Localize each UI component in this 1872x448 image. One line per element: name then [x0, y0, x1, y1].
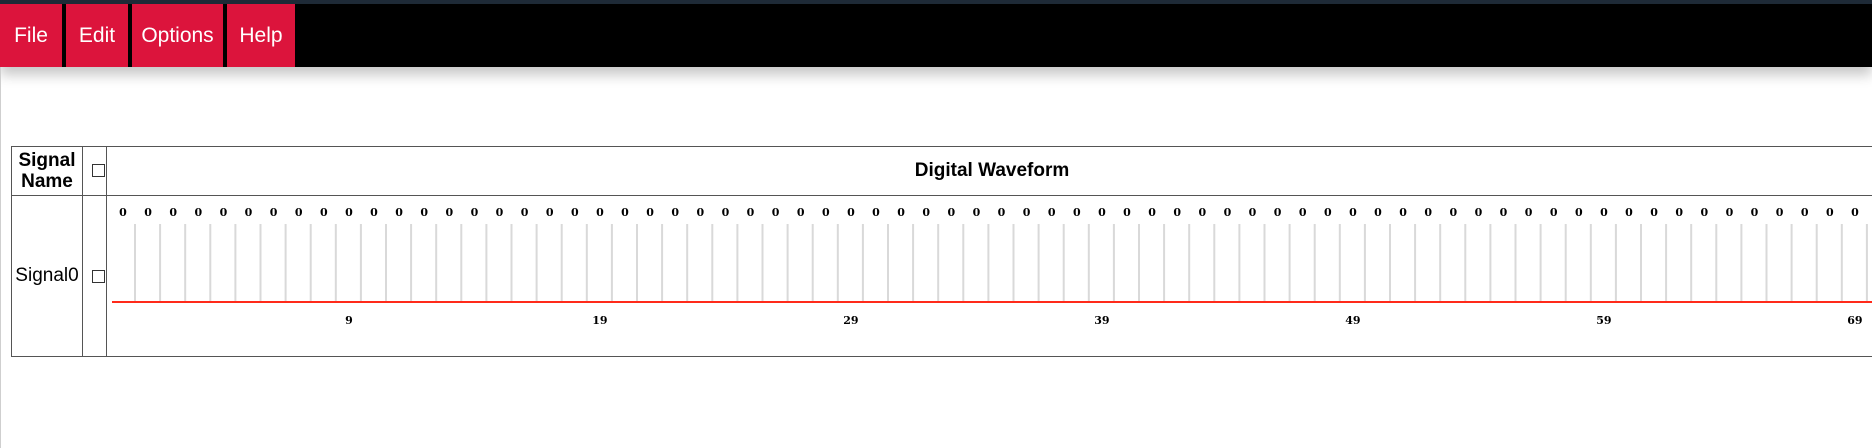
time-tick-label: 19 [592, 314, 607, 327]
bit-value-label: 0 [1550, 206, 1558, 219]
bit-value-label: 0 [370, 206, 378, 219]
page-left-border [0, 67, 1, 448]
menu-edit[interactable]: Edit [66, 4, 128, 67]
bit-value-label: 0 [496, 206, 504, 219]
bit-value-label: 0 [1098, 206, 1106, 219]
bit-value-label: 0 [1023, 206, 1031, 219]
top-window-strip [0, 0, 1872, 4]
header-divider [12, 195, 1872, 196]
time-tick-label: 59 [1596, 314, 1611, 327]
bit-value-label: 0 [1575, 206, 1583, 219]
bit-value-label: 0 [1700, 206, 1708, 219]
bit-value-label: 0 [596, 206, 604, 219]
bit-value-label: 0 [1826, 206, 1834, 219]
menu-bar: File Edit Options Help [0, 4, 1872, 67]
bit-value-label: 0 [922, 206, 930, 219]
bit-value-label: 0 [1449, 206, 1457, 219]
bit-value-label: 0 [1249, 206, 1257, 219]
bit-value-label: 0 [445, 206, 453, 219]
bit-value-label: 0 [696, 206, 704, 219]
header-signal-name: Signal Name [18, 150, 76, 192]
menu-options[interactable]: Options [132, 4, 223, 67]
bit-value-label: 0 [1198, 206, 1206, 219]
bit-value-label: 0 [1048, 206, 1056, 219]
column-divider [82, 147, 83, 356]
bit-value-label: 0 [1500, 206, 1508, 219]
bit-value-label: 0 [1851, 206, 1859, 219]
bit-value-label: 0 [1600, 206, 1608, 219]
bit-value-label: 0 [1274, 206, 1282, 219]
bit-value-label: 0 [194, 206, 202, 219]
bit-value-label: 0 [1726, 206, 1734, 219]
column-divider [106, 147, 107, 356]
bit-value-label: 0 [1475, 206, 1483, 219]
bit-value-label: 0 [1173, 206, 1181, 219]
bit-value-label: 0 [471, 206, 479, 219]
bit-value-label: 0 [973, 206, 981, 219]
waveform-plot: 0 0 0 0 0 0 0 0 0 0 0 0 0 0 0 0 0 0 0 0 0 0 0 0 0 0 0 0 0 0 0 0 0 0 0 0 0 0 0 0… [112, 206, 1872, 327]
time-tick-label: 39 [1094, 314, 1109, 327]
bit-value-label: 0 [571, 206, 579, 219]
bit-value-label: 0 [1801, 206, 1809, 219]
bit-value-label: 0 [772, 206, 780, 219]
bit-value-label: 0 [169, 206, 177, 219]
menu-file[interactable]: File [0, 4, 62, 67]
bit-value-label: 0 [1123, 206, 1131, 219]
bit-value-label: 0 [395, 206, 403, 219]
time-tick-label: 69 [1847, 314, 1862, 327]
bit-value-label: 0 [119, 206, 127, 219]
bit-value-label: 0 [1525, 206, 1533, 219]
time-tick-label: 29 [843, 314, 858, 327]
bit-value-label: 0 [420, 206, 428, 219]
time-tick-label: 49 [1345, 314, 1360, 327]
bit-value-label: 0 [872, 206, 880, 219]
bit-value-label: 0 [245, 206, 253, 219]
bit-value-label: 0 [747, 206, 755, 219]
bit-value-label: 0 [897, 206, 905, 219]
bit-value-label: 0 [998, 206, 1006, 219]
bit-value-label: 0 [1399, 206, 1407, 219]
time-tick-label: 9 [345, 314, 353, 327]
bit-value-label: 0 [947, 206, 955, 219]
bit-value-label: 0 [722, 206, 730, 219]
bit-value-label: 0 [521, 206, 529, 219]
bit-value-label: 0 [1148, 206, 1156, 219]
bit-value-label: 0 [671, 206, 679, 219]
bit-value-label: 0 [1349, 206, 1357, 219]
bit-value-label: 0 [345, 206, 353, 219]
bit-value-label: 0 [847, 206, 855, 219]
signal-row-checkbox[interactable] [92, 270, 105, 283]
bit-value-label: 0 [1675, 206, 1683, 219]
signal-name-cell: Signal0 [15, 265, 79, 286]
bit-value-label: 0 [1424, 206, 1432, 219]
header-digital-waveform: Digital Waveform [914, 160, 1070, 181]
bit-value-label: 0 [822, 206, 830, 219]
bit-value-label: 0 [1625, 206, 1633, 219]
bit-value-label: 0 [1776, 206, 1784, 219]
bit-value-label: 0 [270, 206, 278, 219]
select-all-checkbox[interactable] [92, 164, 105, 177]
menu-help[interactable]: Help [227, 4, 295, 67]
waveform-area: 0 0 0 0 0 0 0 0 0 0 0 0 0 0 0 0 0 0 0 0 0 0 0 0 0 0 0 0 0 0 0 0 0 0 0 0 0 0 0 0… [112, 196, 1872, 356]
bit-value-label: 0 [1073, 206, 1081, 219]
bit-value-label: 0 [797, 206, 805, 219]
bit-value-label: 0 [1224, 206, 1232, 219]
bit-value-label: 0 [1374, 206, 1382, 219]
bit-value-label: 0 [546, 206, 554, 219]
bit-value-label: 0 [1650, 206, 1658, 219]
bit-value-label: 0 [621, 206, 629, 219]
bit-value-label: 0 [1324, 206, 1332, 219]
bit-value-label: 0 [1299, 206, 1307, 219]
bit-value-label: 0 [295, 206, 303, 219]
bit-value-label: 0 [320, 206, 328, 219]
bit-value-label: 0 [144, 206, 152, 219]
bit-value-label: 0 [1751, 206, 1759, 219]
bit-value-label: 0 [646, 206, 654, 219]
bit-value-label: 0 [220, 206, 228, 219]
